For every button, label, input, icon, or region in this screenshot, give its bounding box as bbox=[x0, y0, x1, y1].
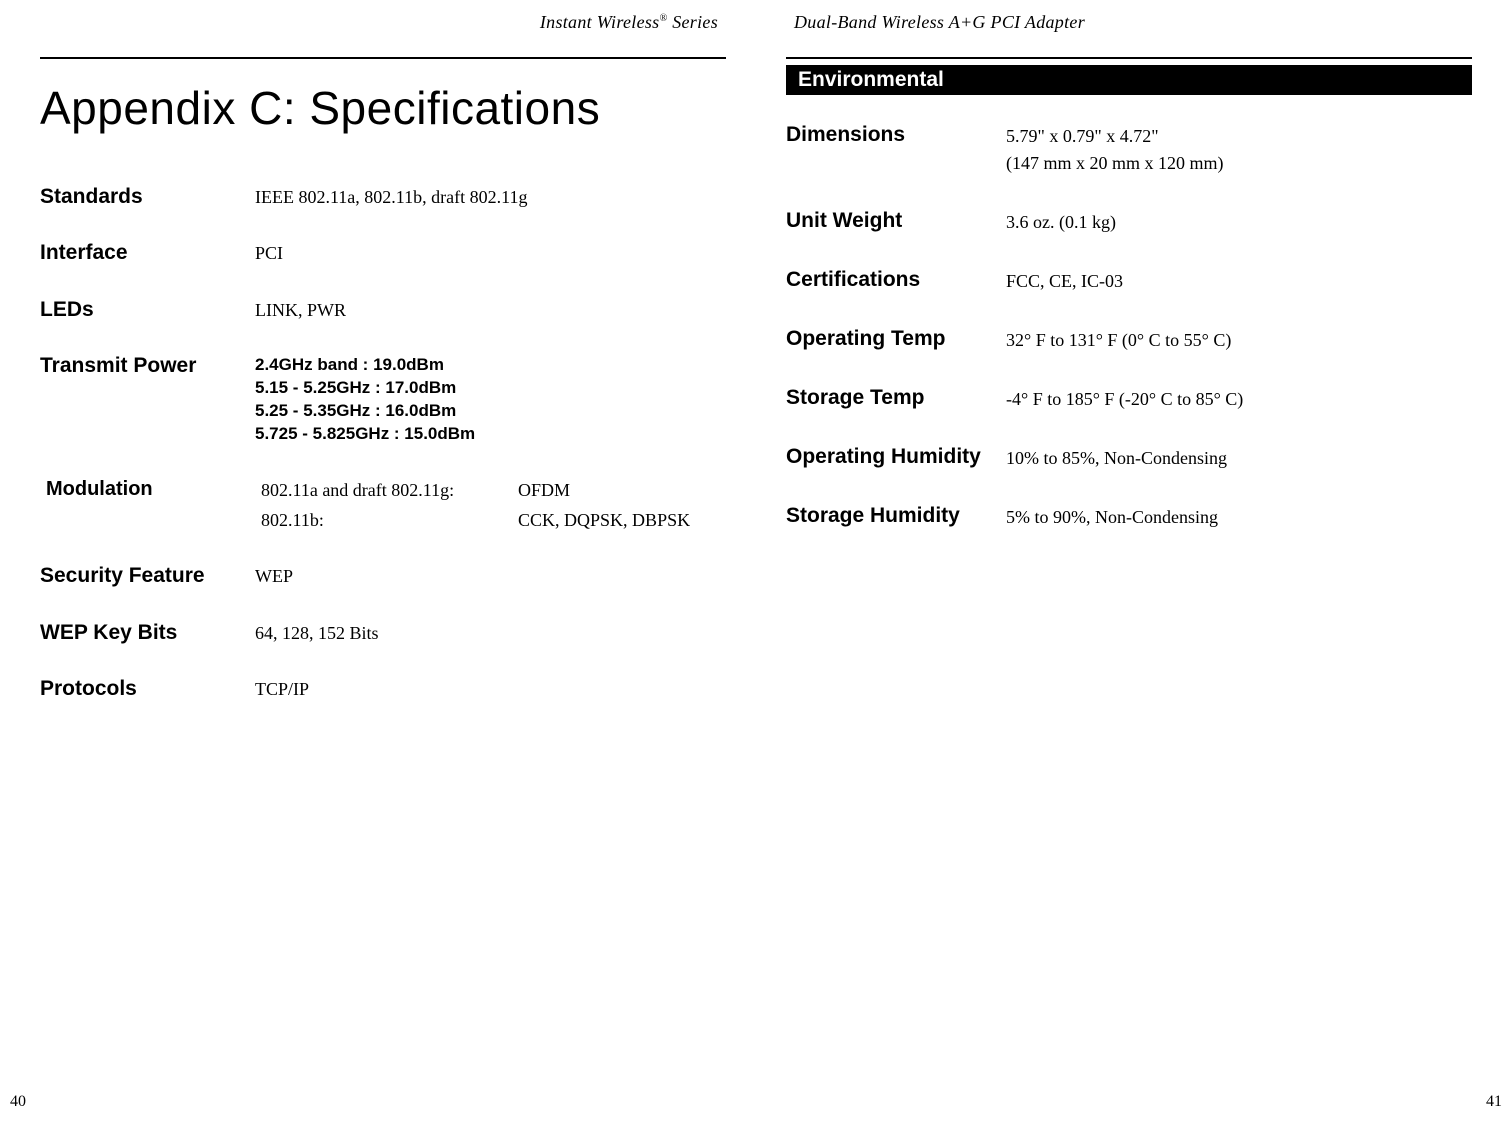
spec-row-wep: WEP Key Bits 64, 128, 152 Bits bbox=[40, 621, 726, 645]
spec-row-modulation: Modulation 802.11a and draft 802.11g: OF… bbox=[46, 478, 726, 533]
right-page: Dual-Band Wireless A+G PCI Adapter Envir… bbox=[756, 0, 1512, 1129]
modulation-cell: 802.11b: bbox=[261, 508, 490, 532]
appendix-title: Appendix C: Specifications bbox=[40, 81, 726, 135]
env-label: Operating Humidity bbox=[786, 445, 1006, 469]
modulation-cell: OFDM bbox=[518, 478, 726, 502]
spec-value: 802.11a and draft 802.11g: OFDM 802.11b:… bbox=[261, 478, 726, 533]
env-label: Operating Temp bbox=[786, 327, 1006, 351]
spec-label: LEDs bbox=[40, 298, 255, 322]
env-row-op-temp: Operating Temp 32° F to 131° F (0° C to … bbox=[786, 327, 1472, 354]
dimensions-line: 5.79" x 0.79" x 4.72" bbox=[1006, 123, 1224, 150]
env-label: Certifications bbox=[786, 268, 1006, 292]
right-header-rule bbox=[786, 57, 1472, 59]
page-number-right: 41 bbox=[1486, 1093, 1502, 1111]
env-label: Dimensions bbox=[786, 123, 1006, 147]
spec-value: IEEE 802.11a, 802.11b, draft 802.11g bbox=[255, 185, 726, 209]
spec-value: PCI bbox=[255, 241, 726, 265]
env-row-storage-humidity: Storage Humidity 5% to 90%, Non-Condensi… bbox=[786, 504, 1472, 531]
page-number-left: 40 bbox=[10, 1093, 26, 1111]
series-name-post: Series bbox=[667, 12, 718, 32]
spec-label: WEP Key Bits bbox=[40, 621, 255, 645]
transmit-line: 5.725 - 5.825GHz : 15.0dBm bbox=[255, 423, 475, 446]
spec-label: Modulation bbox=[46, 478, 261, 501]
env-row-op-humidity: Operating Humidity 10% to 85%, Non-Conde… bbox=[786, 445, 1472, 472]
spec-value: TCP/IP bbox=[255, 677, 726, 701]
environmental-header: Environmental bbox=[786, 65, 1472, 95]
env-value: FCC, CE, IC-03 bbox=[1006, 268, 1123, 295]
spec-label: Standards bbox=[40, 185, 255, 209]
spec-row-interface: Interface PCI bbox=[40, 241, 726, 265]
left-header: Instant Wireless® Series bbox=[40, 12, 726, 33]
spec-value: 2.4GHz band : 19.0dBm 5.15 - 5.25GHz : 1… bbox=[255, 354, 475, 446]
spec-row-standards: Standards IEEE 802.11a, 802.11b, draft 8… bbox=[40, 185, 726, 209]
modulation-table: 802.11a and draft 802.11g: OFDM 802.11b:… bbox=[261, 478, 726, 533]
spec-row-transmit-power: Transmit Power 2.4GHz band : 19.0dBm 5.1… bbox=[40, 354, 726, 446]
spec-row-protocols: Protocols TCP/IP bbox=[40, 677, 726, 701]
env-value: 5% to 90%, Non-Condensing bbox=[1006, 504, 1218, 531]
left-header-rule bbox=[40, 57, 726, 59]
dimensions-line: (147 mm x 20 mm x 120 mm) bbox=[1006, 150, 1224, 177]
env-value: 5.79" x 0.79" x 4.72" (147 mm x 20 mm x … bbox=[1006, 123, 1224, 177]
spec-value: WEP bbox=[255, 564, 726, 588]
env-row-weight: Unit Weight 3.6 oz. (0.1 kg) bbox=[786, 209, 1472, 236]
env-value: 32° F to 131° F (0° C to 55° C) bbox=[1006, 327, 1231, 354]
right-header: Dual-Band Wireless A+G PCI Adapter bbox=[786, 12, 1472, 33]
specs-container: Standards IEEE 802.11a, 802.11b, draft 8… bbox=[40, 185, 726, 701]
spec-label: Interface bbox=[40, 241, 255, 265]
env-row-dimensions: Dimensions 5.79" x 0.79" x 4.72" (147 mm… bbox=[786, 123, 1472, 177]
spec-label: Protocols bbox=[40, 677, 255, 701]
transmit-line: 2.4GHz band : 19.0dBm bbox=[255, 354, 475, 377]
spec-row-leds: LEDs LINK, PWR bbox=[40, 298, 726, 322]
spec-value: LINK, PWR bbox=[255, 298, 726, 322]
env-label: Unit Weight bbox=[786, 209, 1006, 233]
env-row-certs: Certifications FCC, CE, IC-03 bbox=[786, 268, 1472, 295]
env-value: 3.6 oz. (0.1 kg) bbox=[1006, 209, 1116, 236]
spec-value: 64, 128, 152 Bits bbox=[255, 621, 726, 645]
env-label: Storage Temp bbox=[786, 386, 1006, 410]
modulation-cell: 802.11a and draft 802.11g: bbox=[261, 478, 490, 502]
spec-label: Security Feature bbox=[40, 564, 255, 588]
env-value: -4° F to 185° F (-20° C to 85° C) bbox=[1006, 386, 1243, 413]
env-label: Storage Humidity bbox=[786, 504, 1006, 528]
env-row-storage-temp: Storage Temp -4° F to 185° F (-20° C to … bbox=[786, 386, 1472, 413]
modulation-cell: CCK, DQPSK, DBPSK bbox=[518, 508, 726, 532]
spec-row-security: Security Feature WEP bbox=[40, 564, 726, 588]
spec-label: Transmit Power bbox=[40, 354, 255, 378]
env-value: 10% to 85%, Non-Condensing bbox=[1006, 445, 1227, 472]
left-page: Instant Wireless® Series Appendix C: Spe… bbox=[0, 0, 756, 1129]
transmit-line: 5.15 - 5.25GHz : 17.0dBm bbox=[255, 377, 475, 400]
series-name-pre: Instant Wireless bbox=[540, 12, 660, 32]
transmit-line: 5.25 - 5.35GHz : 16.0dBm bbox=[255, 400, 475, 423]
env-container: Dimensions 5.79" x 0.79" x 4.72" (147 mm… bbox=[786, 123, 1472, 531]
